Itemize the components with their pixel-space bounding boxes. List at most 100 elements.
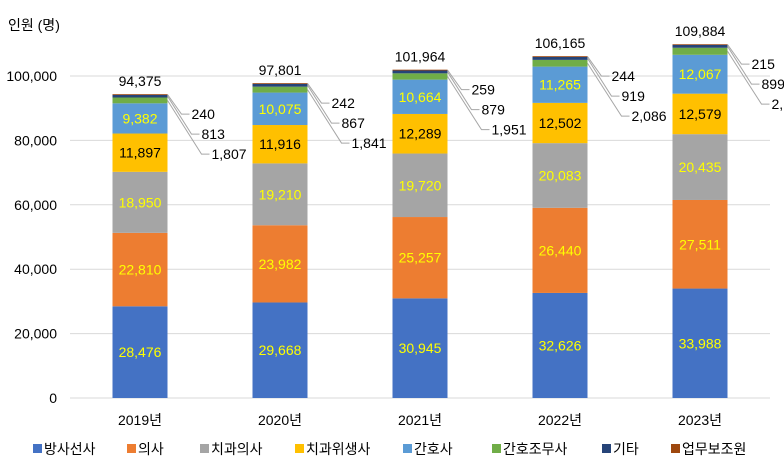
leader-line <box>447 71 480 111</box>
legend: 방사선사 의사 치과의사 치과위생사 간호사 간호조무사 기타 업무보조원 <box>33 441 746 457</box>
bars: 28,476 22,810 18,950 11,897 9,382 240 813 1,807… <box>112 23 784 398</box>
bar-segment <box>252 83 308 87</box>
bar-segment <box>112 94 168 95</box>
legend-label: 의사 <box>138 441 164 457</box>
bar-segment <box>672 44 728 45</box>
data-label: 19,720 <box>399 177 442 193</box>
data-label: 242 <box>332 95 356 111</box>
total-label: 94,375 <box>119 73 162 89</box>
leader-line <box>587 62 630 117</box>
leader-line <box>447 69 470 91</box>
x-tick-label: 2022년 <box>538 412 582 428</box>
bar-segment <box>672 54 728 94</box>
total-label: 97,801 <box>259 62 302 78</box>
data-label: 215 <box>752 56 776 72</box>
bar-segment <box>112 133 168 172</box>
data-label: 32,626 <box>539 337 582 353</box>
data-label: 259 <box>472 82 496 98</box>
data-label: 11,916 <box>259 136 301 152</box>
bar-segment <box>112 94 168 98</box>
bar-segment <box>252 86 308 93</box>
leader-line <box>727 46 760 85</box>
data-label: 867 <box>342 115 366 131</box>
bar-segment <box>532 66 588 103</box>
y-tick-label: 20,000 <box>14 326 57 342</box>
data-label: 244 <box>612 68 636 84</box>
bar-segment <box>392 79 448 114</box>
data-label: 23,982 <box>259 256 302 272</box>
y-axis-label: 인원 (명) <box>8 17 60 33</box>
data-label: 12,502 <box>539 115 582 131</box>
data-label: 813 <box>202 126 226 142</box>
bar-segment <box>532 59 588 67</box>
y-tick-label: 100,000 <box>6 68 57 84</box>
leader-line <box>587 56 610 77</box>
y-tick-label: 0 <box>49 390 57 406</box>
bar-segment <box>112 171 168 233</box>
x-tick-label: 2020년 <box>258 412 302 428</box>
data-label: 22,810 <box>119 262 162 278</box>
bar-segment <box>252 83 308 84</box>
bar-segment <box>112 232 168 307</box>
leader-line <box>167 100 210 155</box>
bar-segment <box>392 73 448 80</box>
legend-swatch <box>200 444 209 453</box>
data-label: 11,265 <box>539 77 581 93</box>
data-label: 12,067 <box>679 66 722 82</box>
legend-swatch <box>602 444 611 453</box>
data-label: 899 <box>762 76 784 92</box>
data-label: 30,945 <box>399 340 442 356</box>
bar-segment <box>532 102 588 144</box>
data-label: 11,897 <box>119 145 161 161</box>
leader-line <box>307 89 350 144</box>
bar-segment <box>672 44 728 48</box>
leader-line <box>307 84 340 124</box>
y-tick-label: 60,000 <box>14 197 57 213</box>
legend-swatch <box>295 444 304 453</box>
bar-segment <box>672 199 728 289</box>
data-label: 879 <box>482 102 506 118</box>
bar-segment <box>392 113 448 154</box>
total-label: 109,884 <box>675 23 726 39</box>
y-tick-label: 80,000 <box>14 132 57 148</box>
data-label: 1,841 <box>352 135 387 151</box>
bar-segment <box>112 97 168 104</box>
legend-swatch <box>127 444 136 453</box>
data-label: 25,257 <box>399 250 442 266</box>
data-label: 2,086 <box>632 108 667 124</box>
bar-segment <box>392 153 448 218</box>
legend-label: 간호조무사 <box>503 441 568 457</box>
bar-segment <box>252 92 308 126</box>
data-label: 20,083 <box>539 167 582 183</box>
data-label: 12,579 <box>679 106 722 122</box>
bar-segment <box>392 69 448 71</box>
bar-segment <box>392 217 448 299</box>
bar-segment <box>532 56 588 60</box>
data-label: 10,664 <box>399 89 442 105</box>
bar-segment <box>252 302 308 398</box>
bar-segment <box>532 56 588 57</box>
bar-segment <box>532 292 588 398</box>
leader-line <box>727 44 750 65</box>
data-label: 9,382 <box>122 110 157 126</box>
leader-line <box>727 51 770 105</box>
bar-segment <box>672 93 728 135</box>
bar-segment <box>392 298 448 398</box>
data-label: 19,210 <box>259 186 302 202</box>
bar-segment <box>112 103 168 134</box>
legend-label: 치과위생사 <box>306 441 371 457</box>
bar-segment <box>532 207 588 293</box>
leader-line <box>307 83 330 104</box>
leader-line <box>167 95 200 135</box>
bar-segment <box>532 143 588 208</box>
bar-segment <box>112 306 168 398</box>
data-label: 10,075 <box>259 101 302 117</box>
bar-segment <box>392 70 448 74</box>
legend-label: 방사선사 <box>44 441 96 457</box>
total-label: 106,165 <box>535 35 586 51</box>
total-label: 101,964 <box>395 49 446 65</box>
bar-segment <box>252 163 308 226</box>
legend-label: 치과의사 <box>211 441 263 457</box>
leader-line <box>167 94 190 115</box>
